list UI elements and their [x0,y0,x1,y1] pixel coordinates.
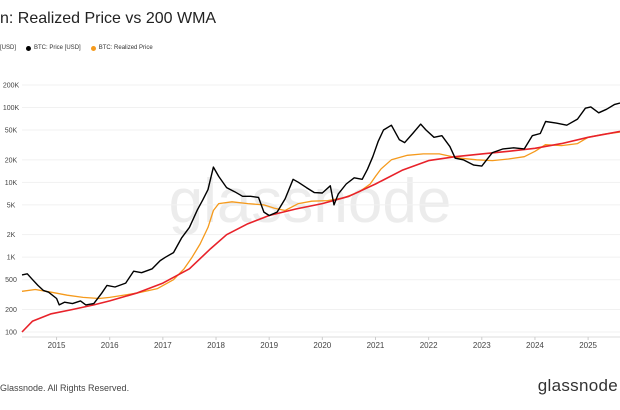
y-tick-label: 2K [7,232,16,239]
y-tick-label: 100 [5,330,17,337]
y-tick-label: 200 [5,307,17,314]
x-tick-label: 2020 [313,341,331,350]
y-tick-label: 50K [5,128,18,135]
legend-label-realized-price: BTC: Realized Price [98,45,153,51]
x-tick-label: 2015 [48,341,66,350]
y-tick-label: 10K [5,180,18,187]
x-tick-label: 2016 [101,341,119,350]
legend-item-realized-price[interactable]: BTC: Realized Price [90,45,153,51]
x-tick-label: 2019 [260,341,278,350]
y-tick-label: 100K [3,105,20,112]
chart-legend: [USD] BTC: Price [USD] BTC: Realized Pri… [0,45,163,51]
series-line-realized-price[interactable] [21,131,620,300]
legend-dot-price-icon [26,45,32,51]
brand-logo: glassnode [537,376,618,395]
x-tick-label: 2021 [367,341,385,350]
y-tick-label: 5K [7,202,16,209]
chart-title: n: Realized Price vs 200 WMA [0,10,217,27]
y-tick-label: 500 [5,277,17,284]
x-tick-label: 2024 [526,341,544,350]
x-axis: 2015 2016 2017 2018 2019 2020 2021 2022 2023 2024… [22,336,620,350]
copyright-text: Glassnode. All Rights Reserved. [0,383,130,393]
series-line-btc-price[interactable] [21,102,620,306]
y-tick-label: 1K [7,255,16,262]
legend-item-price[interactable]: BTC: Price [USD] [26,45,81,51]
chart-plot[interactable]: glassnode 1002005001K2K5K10K20K50K100K20… [0,70,620,360]
y-axis: 100 200 500 1K 2K 5K 10K 20K 50K 100K 200K [3,83,620,337]
series-line-200-wma[interactable] [21,130,620,333]
x-tick-label: 2018 [207,341,225,350]
x-tick-label: 2023 [473,341,491,350]
legend-label-price: BTC: Price [USD] [34,45,81,51]
x-tick-label: 2017 [154,341,172,350]
x-tick-label: 2025 [579,341,597,350]
y-tick-label: 20K [5,157,18,164]
y-tick-label: 200K [3,83,20,90]
legend-label-usd: [USD] [0,45,17,51]
x-tick-label: 2022 [420,341,438,350]
legend-item-usd[interactable]: [USD] [0,45,16,51]
series-layer [21,102,620,333]
legend-dot-realized-icon [90,45,96,51]
